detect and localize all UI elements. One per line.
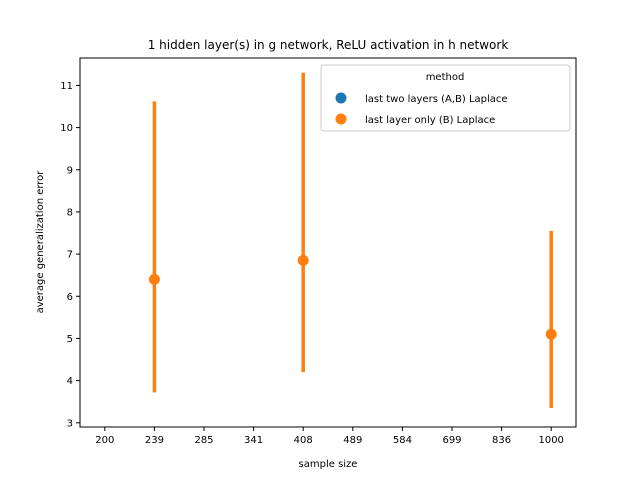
y-axis: 3 4 5 6 7 8 9 10 11 bbox=[60, 81, 80, 429]
data-point bbox=[297, 254, 309, 266]
x-axis: 200 239 285 341 408 489 584 699 836 1000 bbox=[95, 427, 564, 446]
x-tick-label: 408 bbox=[294, 435, 313, 446]
legend-title: method bbox=[426, 72, 465, 83]
plot-area bbox=[148, 72, 557, 409]
y-tick-label: 7 bbox=[67, 250, 73, 261]
x-tick-label: 341 bbox=[244, 435, 263, 446]
x-tick-label: 489 bbox=[343, 435, 362, 446]
y-tick-label: 11 bbox=[60, 81, 73, 92]
y-tick-label: 5 bbox=[67, 334, 73, 345]
y-tick-label: 9 bbox=[67, 165, 73, 176]
x-axis-label: sample size bbox=[299, 459, 358, 470]
legend-marker bbox=[335, 92, 347, 104]
legend-box bbox=[320, 64, 571, 132]
x-tick-label: 836 bbox=[492, 435, 511, 446]
legend-entries: last two layers (A,B) Laplace last layer … bbox=[335, 92, 508, 126]
axes-frame bbox=[79, 57, 577, 428]
y-tick-label: 8 bbox=[67, 207, 73, 218]
y-tick-label: 3 bbox=[67, 418, 73, 429]
x-tick-label: 200 bbox=[95, 435, 114, 446]
chart-title: 1 hidden layer(s) in g network, ReLU act… bbox=[148, 38, 509, 52]
y-tick-label: 6 bbox=[67, 292, 73, 303]
x-tick-label: 285 bbox=[194, 435, 213, 446]
y-axis-label: average generalization error bbox=[35, 170, 46, 314]
y-tick-label: 4 bbox=[67, 376, 73, 387]
x-tick-label: 239 bbox=[145, 435, 164, 446]
data-point bbox=[148, 273, 160, 285]
x-tick-label: 1000 bbox=[538, 435, 563, 446]
y-tick-label: 10 bbox=[60, 123, 73, 134]
data-point bbox=[545, 328, 557, 340]
legend-label: last layer only (B) Laplace bbox=[365, 115, 495, 126]
legend: method last two layers (A,B) Laplacelast… bbox=[320, 64, 571, 132]
legend-marker bbox=[335, 113, 347, 125]
x-tick-label: 699 bbox=[442, 435, 461, 446]
legend-label: last two layers (A,B) Laplace bbox=[365, 94, 508, 105]
x-tick-label: 584 bbox=[393, 435, 412, 446]
